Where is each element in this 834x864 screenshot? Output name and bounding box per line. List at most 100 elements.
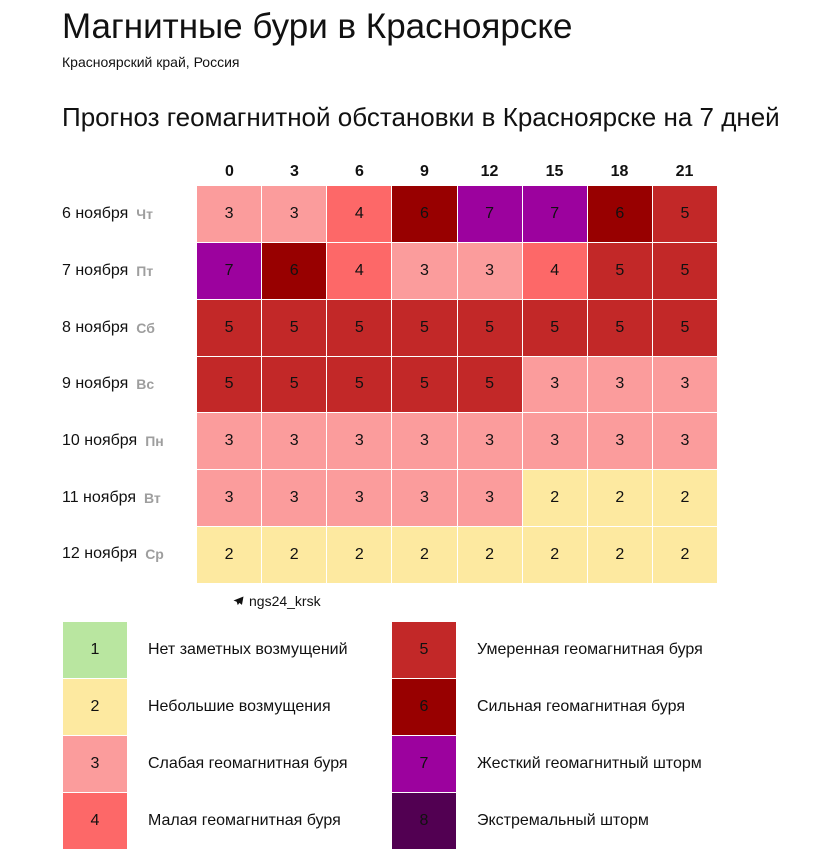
kp-cell: 3 <box>652 413 717 470</box>
date-label: 8 ноября Сб <box>62 299 164 356</box>
kp-cell: 4 <box>327 186 392 242</box>
source-credit: ngs24_krsk <box>233 592 321 610</box>
legend-swatch: 3 <box>63 736 127 792</box>
kp-cell: 5 <box>392 356 457 413</box>
legend-item: 8 Экстремальный шторм <box>392 793 703 849</box>
date-label: 6 ноября Чт <box>62 186 164 243</box>
kp-cell: 4 <box>522 242 587 299</box>
weekday-text: Ср <box>145 546 164 563</box>
hour-label: 0 <box>225 163 234 180</box>
telegram-icon <box>233 596 244 606</box>
date-text: 9 ноября <box>62 375 129 393</box>
legend-label: Нет заметных возмущений <box>148 641 348 658</box>
legend-item: 3 Слабая геомагнитная буря <box>63 736 348 792</box>
hour-label: 18 <box>610 163 629 180</box>
kp-cell: 2 <box>197 527 262 583</box>
date-text: 10 ноября <box>62 432 138 450</box>
kp-cell: 5 <box>327 356 392 413</box>
legend-swatch: 6 <box>392 679 456 735</box>
hour-label: 6 <box>355 163 364 180</box>
kp-cell: 2 <box>652 527 717 583</box>
kp-cell: 3 <box>457 470 522 527</box>
weekday-text: Вс <box>136 376 155 393</box>
legend-left-column: 1 Нет заметных возмущений 2 Небольшие возму… <box>63 622 348 849</box>
kp-cell: 3 <box>652 356 717 413</box>
kp-cell: 5 <box>262 299 327 356</box>
date-label: 7 ноября Пт <box>62 243 164 300</box>
kp-cell: 3 <box>522 413 587 470</box>
kp-cell: 3 <box>262 413 327 470</box>
kp-cell: 5 <box>197 356 262 413</box>
kp-cell: 3 <box>587 356 652 413</box>
kp-cell: 2 <box>262 527 327 583</box>
kp-cell: 3 <box>392 242 457 299</box>
weekday-text: Пн <box>145 433 164 450</box>
kp-cell: 3 <box>262 470 327 527</box>
hour-axis: 0 3 6 9 12 15 18 21 <box>197 160 717 184</box>
kp-cell: 3 <box>262 186 327 242</box>
date-text: 6 ноября <box>62 205 129 223</box>
kp-cell: 7 <box>522 186 587 242</box>
legend-swatch: 4 <box>63 793 127 849</box>
kp-cell: 2 <box>457 527 522 583</box>
date-text: 12 ноября <box>62 545 138 563</box>
legend-swatch: 2 <box>63 679 127 735</box>
date-label: 9 ноября Вс <box>62 356 164 413</box>
kp-cell: 5 <box>457 299 522 356</box>
date-text: 11 ноября <box>62 488 136 506</box>
kp-cell: 3 <box>392 413 457 470</box>
date-label: 11 ноября Вт <box>62 469 164 526</box>
region-subtitle: Красноярский край, Россия <box>62 54 240 70</box>
date-text: 7 ноября <box>62 262 129 280</box>
kp-cell: 2 <box>327 527 392 583</box>
weekday-text: Чт <box>136 206 153 223</box>
date-label: 10 ноября Пн <box>62 413 164 470</box>
kp-cell: 5 <box>197 299 262 356</box>
kp-cell: 5 <box>327 299 392 356</box>
kp-cell: 2 <box>522 470 587 527</box>
legend-item: 5 Умеренная геомагнитная буря <box>392 622 703 678</box>
kp-cell: 5 <box>522 299 587 356</box>
kp-cell: 2 <box>587 527 652 583</box>
legend-label: Слабая геомагнитная буря <box>148 755 348 772</box>
kp-cell: 5 <box>392 299 457 356</box>
legend-label: Небольшие возмущения <box>148 698 331 715</box>
kp-cell: 3 <box>392 470 457 527</box>
legend-swatch: 1 <box>63 622 127 678</box>
kp-cell: 5 <box>587 242 652 299</box>
credit-text: ngs24_krsk <box>249 593 321 609</box>
hour-label: 3 <box>290 163 299 180</box>
legend-item: 4 Малая геомагнитная буря <box>63 793 348 849</box>
legend-label: Сильная геомагнитная буря <box>477 698 685 715</box>
legend-swatch: 5 <box>392 622 456 678</box>
kp-cell: 3 <box>197 186 262 242</box>
kp-cell: 3 <box>327 470 392 527</box>
date-axis: 6 ноября Чт 7 ноября Пт 8 ноября Сб 9 ноября Вс… <box>62 186 164 583</box>
kp-cell: 7 <box>457 186 522 242</box>
legend-label: Малая геомагнитная буря <box>148 812 341 829</box>
kp-cell: 3 <box>327 413 392 470</box>
legend-item: 7 Жесткий геомагнитный шторм <box>392 736 703 792</box>
kp-cell: 6 <box>587 186 652 242</box>
weekday-text: Вт <box>144 489 161 506</box>
kp-cell: 6 <box>262 242 327 299</box>
legend-label: Умеренная геомагнитная буря <box>477 641 703 658</box>
kp-cell: 5 <box>652 242 717 299</box>
kp-cell: 3 <box>457 413 522 470</box>
weekday-text: Сб <box>136 319 155 336</box>
kp-cell: 6 <box>392 186 457 242</box>
hour-label: 9 <box>420 163 429 180</box>
legend-label: Экстремальный шторм <box>477 812 649 829</box>
kp-cell: 5 <box>652 299 717 356</box>
legend-item: 2 Небольшие возмущения <box>63 679 348 735</box>
legend-swatch: 7 <box>392 736 456 792</box>
kp-cell: 2 <box>522 527 587 583</box>
date-label: 12 ноября Ср <box>62 526 164 583</box>
kp-cell: 5 <box>587 299 652 356</box>
hour-label: 12 <box>480 163 499 180</box>
kp-cell: 5 <box>262 356 327 413</box>
kp-cell: 3 <box>522 356 587 413</box>
hour-label: 21 <box>675 163 694 180</box>
forecast-heading: Прогноз геомагнитной обстановки в Красно… <box>62 102 780 132</box>
